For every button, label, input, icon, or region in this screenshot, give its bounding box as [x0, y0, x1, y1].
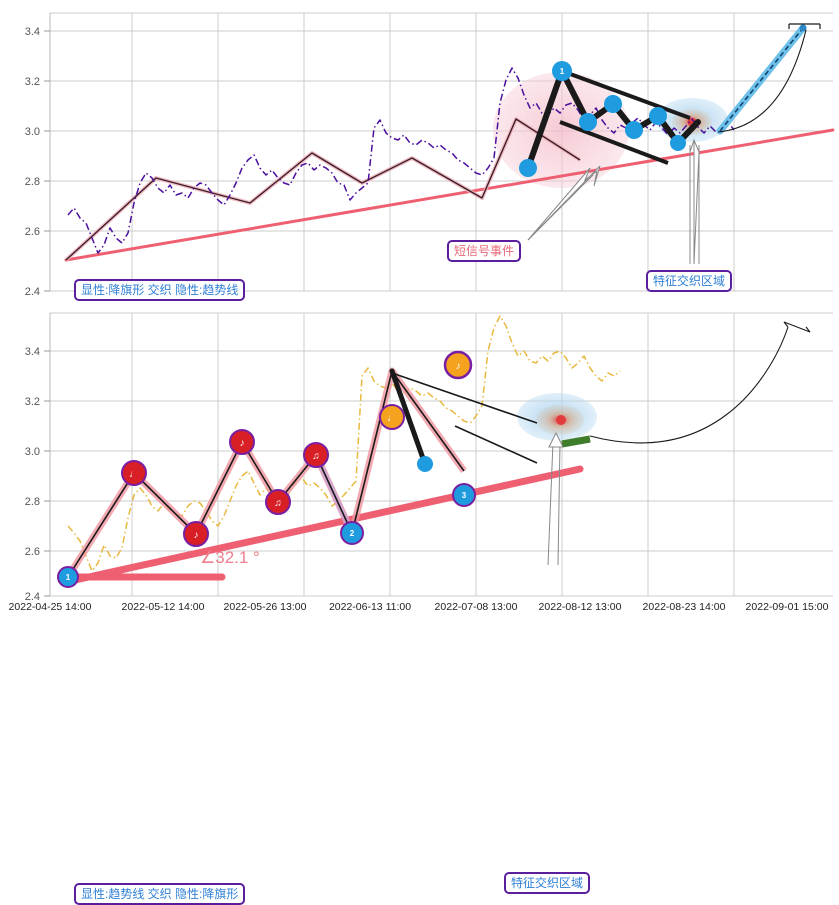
- forecast-projection[interactable]: [716, 23, 821, 135]
- top-event-badge[interactable]: 短信号事件: [447, 240, 522, 262]
- top-chart-svg: 3.4 3.2 3.0 2.8 2.6 2.4: [25, 12, 835, 298]
- node-1-label: 1: [66, 573, 71, 582]
- bottom-ytick-2.8: 2.8: [25, 496, 40, 508]
- flag-lower-boundary: [559, 120, 669, 165]
- bottom-ytick-2.6: 2.6: [25, 546, 40, 558]
- signal-event-ellipse: [493, 72, 629, 188]
- flag-upper-boundary: [561, 69, 691, 120]
- node-2[interactable]: [340, 521, 364, 545]
- xtick-1: 2022-05-12 14:00: [122, 601, 205, 613]
- top-ytick-2.6: 2.6: [25, 226, 40, 238]
- skeleton-line: [65, 118, 581, 261]
- flag-pole-bottom: [389, 368, 428, 467]
- flag-node-1-label: 1: [560, 67, 565, 76]
- price-series-line: [67, 67, 735, 254]
- node-note-red[interactable]: [229, 429, 255, 455]
- bottom-zone-badge[interactable]: 特征交织区域: [504, 872, 591, 894]
- node-note-glyph: ♩: [387, 413, 397, 424]
- node-note-glyph: ♫: [312, 451, 320, 462]
- top-y-axis: 3.4 3.2 3.0 2.8 2.6 2.4: [25, 26, 50, 298]
- flag-node[interactable]: [625, 121, 643, 139]
- node-dot-blue[interactable]: [417, 456, 433, 472]
- node-3-label: 3: [462, 491, 467, 500]
- zone-callout-arrow-head: [548, 431, 564, 448]
- support-trendline[interactable]: [62, 465, 584, 586]
- top-legend-badge[interactable]: 显性:降旗形 交织 隐性:趋势线: [74, 279, 246, 301]
- projection-arc: [589, 326, 789, 444]
- node-note-orange-peak[interactable]: [443, 350, 473, 380]
- bottom-y-axis: 3.4 3.2 3.0 2.8 2.6 2.4: [25, 346, 50, 603]
- node-note-glyph: ♪: [240, 438, 245, 449]
- bottom-ytick-3.4: 3.4: [25, 346, 40, 358]
- bottom-chart-panel[interactable]: 3.4 3.2 3.0 2.8 2.6 2.4: [0, 305, 839, 905]
- top-gridlines: [49, 12, 833, 292]
- event-callout-arrow-line: [527, 174, 594, 241]
- pattern-nodes[interactable]: 1 ♩ ♪ ♪ ♫ ♫ 2 ♩ 3: [57, 350, 476, 588]
- projection-arc: [717, 29, 807, 133]
- projection-target-bar: [783, 321, 811, 333]
- node-note-red[interactable]: [121, 460, 147, 486]
- green-support-bar: [561, 435, 591, 448]
- node-note-glyph: ♫: [274, 498, 282, 509]
- flag-node[interactable]: [649, 107, 667, 125]
- zone-callout-arrow-stem: [547, 441, 561, 566]
- flag-node[interactable]: [579, 113, 597, 131]
- node-3[interactable]: [452, 483, 476, 507]
- bottom-ytick-2.4: 2.4: [25, 591, 40, 603]
- top-chart-panel[interactable]: 3.4 3.2 3.0 2.8 2.6 2.4: [0, 0, 839, 305]
- bottom-ytick-3.0: 3.0: [25, 446, 40, 458]
- forecast-projection[interactable]: [589, 321, 811, 444]
- descending-flag-pattern[interactable]: 1: [519, 61, 701, 177]
- top-ytick-3.0: 3.0: [25, 126, 40, 138]
- xtick-7: 2022-09-01 15:00: [746, 601, 829, 613]
- zone-callout-arrow: [689, 138, 700, 265]
- skeleton-branch-lower: [454, 425, 538, 464]
- top-ytick-3.4: 3.4: [25, 26, 40, 38]
- projection-target-tick-right: [805, 326, 811, 333]
- bottom-legend-badge[interactable]: 显性:趋势线 交织 隐性:降旗形: [74, 883, 246, 905]
- node-note-glyph: ♪: [456, 361, 461, 372]
- top-zone-badge[interactable]: 特征交织区域: [646, 270, 733, 292]
- price-series-line: [67, 315, 621, 572]
- node-note-red[interactable]: [183, 521, 209, 547]
- flag-node[interactable]: [519, 159, 537, 177]
- flag-node[interactable]: [670, 135, 686, 151]
- node-note-orange[interactable]: [379, 404, 405, 430]
- node-2-label: 2: [350, 529, 355, 538]
- xtick-5: 2022-08-12 13:00: [539, 601, 622, 613]
- projection-dashed: [719, 27, 804, 132]
- xtick-2: 2022-05-26 13:00: [224, 601, 307, 613]
- xtick-0: 2022-04-25 14:00: [9, 601, 92, 613]
- xtick-6: 2022-08-23 14:00: [643, 601, 726, 613]
- bottom-ytick-3.2: 3.2: [25, 396, 40, 408]
- node-note-red[interactable]: [265, 489, 291, 515]
- bottom-gridlines: [49, 312, 833, 597]
- node-note-red[interactable]: [303, 442, 329, 468]
- xtick-3: 2022-06-13 11:00: [329, 601, 411, 613]
- bottom-chart-canvas: 3.4 3.2 3.0 2.8 2.6 2.4: [0, 305, 839, 617]
- bottom-chart-svg: 3.4 3.2 3.0 2.8 2.6 2.4: [25, 312, 833, 603]
- projection-endpoint: [799, 24, 807, 32]
- angle-label: ∠32.1 °: [200, 548, 260, 567]
- top-ytick-2.8: 2.8: [25, 176, 40, 188]
- top-ytick-2.4: 2.4: [25, 286, 40, 298]
- flag-node-1[interactable]: [552, 61, 572, 81]
- top-chart-canvas: 3.4 3.2 3.0 2.8 2.6 2.4: [0, 0, 839, 305]
- node-note-glyph: ♪: [194, 530, 199, 541]
- zone-callout-arrow-stem: [689, 145, 700, 264]
- x-axis-svg: 2022-04-25 14:00 2022-05-12 14:00 2022-0…: [9, 601, 829, 613]
- top-ytick-3.2: 3.2: [25, 76, 40, 88]
- flag-node[interactable]: [604, 95, 622, 113]
- skeleton-branch-upper: [391, 372, 538, 424]
- node-1[interactable]: [57, 566, 79, 588]
- support-trendline[interactable]: [64, 128, 835, 262]
- node-note-glyph: ♩: [129, 469, 139, 480]
- projection-target-tick-left: [783, 321, 789, 328]
- xtick-4: 2022-07-08 13:00: [435, 601, 518, 613]
- x-axis: 2022-04-25 14:00 2022-05-12 14:00 2022-0…: [0, 598, 839, 617]
- feature-zone-core: [556, 415, 566, 425]
